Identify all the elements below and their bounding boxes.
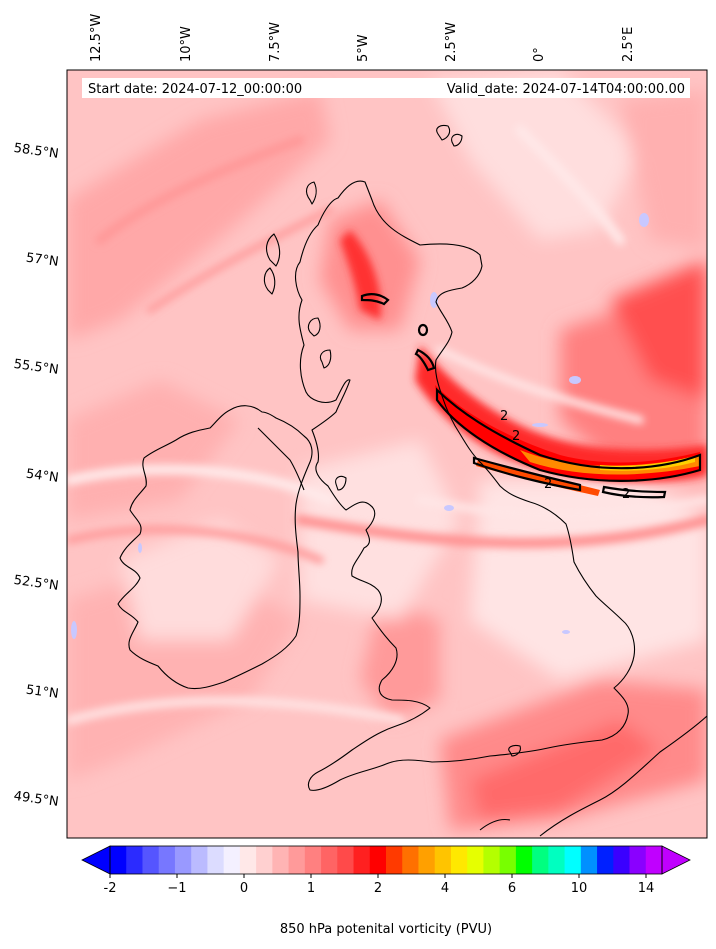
colorbar-segment	[272, 846, 290, 874]
colorbar-segment	[467, 846, 484, 874]
colorbar-segment	[337, 846, 355, 874]
colorbar-min-extension	[81, 845, 111, 875]
longitude-label: 2.5°W	[444, 22, 459, 62]
colorbar-segment	[499, 846, 517, 874]
colorbar-segment	[126, 846, 143, 874]
colorbar-segment	[597, 846, 614, 874]
latitude-label: 49.5°N	[13, 789, 60, 810]
pv-shading	[67, 70, 707, 830]
colorbar-frame	[109, 845, 663, 875]
longitude-label: 12.5°W	[89, 14, 104, 62]
colorbar-segment	[386, 846, 403, 874]
colorbar-segment	[353, 846, 371, 874]
colorbar-segment	[174, 846, 192, 874]
contour-label: 2	[512, 429, 520, 444]
latitude-label: 52.5°N	[13, 573, 60, 594]
colorbar-segment	[613, 846, 631, 874]
colorbar-segment	[548, 846, 566, 874]
colorbar-segment	[450, 846, 468, 874]
colorbar-segment	[223, 846, 241, 874]
colorbar-tick-label: 14	[638, 881, 655, 896]
colorbar-segment	[564, 846, 582, 874]
colorbar-tick-label: 2	[374, 881, 382, 896]
colorbar-tick-label: 4	[441, 881, 449, 896]
colorbar-segment	[110, 846, 127, 874]
longitude-label: 5°W	[356, 34, 371, 62]
start-date-label: Start date: 2024-07-12_00:00:00	[88, 82, 302, 97]
colorbar-title: 850 hPa potenital vorticity (PVU)	[280, 922, 492, 937]
pv-2-contours	[360, 293, 702, 499]
longitude-label: 10°W	[179, 26, 194, 62]
colorbar: -2 −1 0 1 2 4 6 10 14	[81, 845, 691, 896]
colorbar-segment	[191, 846, 208, 874]
colorbar-tick-label: −1	[167, 881, 186, 896]
colorbar-segment	[369, 846, 387, 874]
longitude-label: 2.5°E	[621, 27, 636, 62]
latitude-labels: 58.5°N 57°N 55.5°N 54°N 52.5°N 51°N 49.5°N	[13, 141, 60, 810]
map-panel: 2 2 2 2	[67, 70, 707, 838]
colorbar-segment	[532, 846, 549, 874]
colorbar-segment	[158, 846, 176, 874]
colorbar-segment	[418, 846, 436, 874]
contour-label: 2	[500, 409, 508, 424]
colorbar-segment	[483, 846, 501, 874]
pv-streaks	[67, 125, 707, 725]
colorbar-tick-label: -2	[104, 881, 117, 896]
isle-of-man-coastline	[335, 475, 347, 491]
orkney-coastline	[436, 124, 451, 141]
colorbar-segment	[256, 846, 273, 874]
colorbar-segment	[239, 846, 257, 874]
colorbar-segment	[321, 846, 338, 874]
header-box	[82, 78, 690, 98]
colorbar-segment	[304, 846, 322, 874]
valid-date-label: Valid_date: 2024-07-14T04:00:00.00	[447, 82, 685, 97]
latitude-label: 54°N	[25, 467, 60, 486]
latitude-label: 51°N	[25, 683, 60, 702]
contour-label: 2	[544, 477, 552, 492]
latitude-label: 55.5°N	[13, 357, 60, 378]
colorbar-segment	[434, 846, 452, 874]
colorbar-segment	[629, 846, 647, 874]
isle-of-wight-coastline	[508, 744, 521, 757]
colorbar-segment	[207, 846, 225, 874]
colorbar-tick-label: 1	[307, 881, 315, 896]
colorbar-segment	[142, 846, 160, 874]
longitude-label: 7.5°W	[268, 22, 283, 62]
ireland-coastline	[117, 405, 313, 690]
colorbar-segment	[402, 846, 419, 874]
colorbar-tick-label: 0	[240, 881, 248, 896]
longitude-label: 0°	[532, 47, 547, 62]
latitude-label: 58.5°N	[13, 141, 60, 162]
outer-hebrides-coastline	[265, 233, 281, 267]
colorbar-segment	[580, 846, 598, 874]
france-coastline	[539, 715, 707, 837]
colorbar-segment	[515, 846, 533, 874]
map-frame	[66, 69, 708, 839]
colorbar-max-extension	[661, 845, 691, 875]
longitude-labels: 12.5°W 10°W 7.5°W 5°W 2.5°W 0° 2.5°E	[89, 14, 636, 62]
contour-label: 2	[622, 487, 630, 502]
coastlines	[117, 124, 707, 837]
colorbar-tick-label: 6	[508, 881, 516, 896]
latitude-label: 57°N	[25, 251, 60, 270]
colorbar-segment	[645, 846, 663, 874]
colorbar-segment	[288, 846, 306, 874]
colorbar-tick-label: 10	[571, 881, 588, 896]
great-britain-coastline	[294, 180, 636, 791]
negative-pv-specks	[71, 213, 649, 639]
